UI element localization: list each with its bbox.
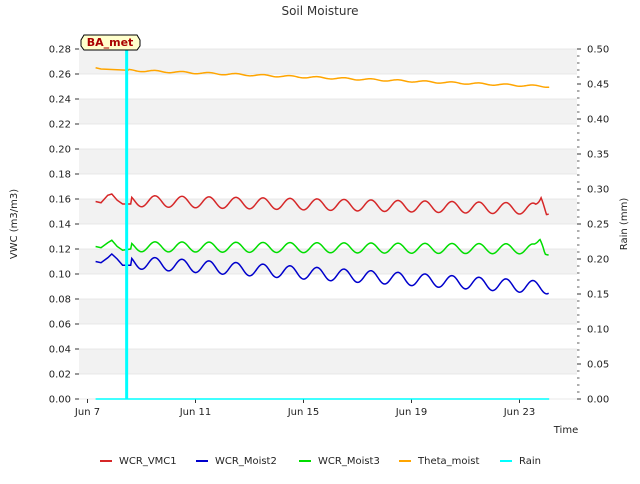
x-tick-label: Jun 23 <box>503 407 536 418</box>
y-tick-label: 0.12 <box>49 245 71 256</box>
plot-background-bands <box>79 48 577 400</box>
y-tick-label: 0.08 <box>49 295 71 306</box>
y2-tick-label: 0.50 <box>587 45 609 56</box>
legend-label: WCR_Moist3 <box>318 456 380 467</box>
x-tick-label: Jun 11 <box>179 407 212 418</box>
y-tick-label: 0.06 <box>49 320 71 331</box>
y2-tick-label: 0.10 <box>587 325 609 336</box>
plot-band <box>79 149 577 174</box>
legend-label: Rain <box>519 456 541 467</box>
plot-band <box>79 99 577 124</box>
y2-axis-label: Rain (mm) <box>619 198 630 251</box>
y2-tick-label: 0.25 <box>587 220 609 231</box>
y2-tick-label: 0.45 <box>587 80 609 91</box>
y-tick-label: 0.20 <box>49 145 71 156</box>
y-tick-label: 0.10 <box>49 270 71 281</box>
y2-axis-ticks: 0.00 0.05 0.10 0.15 0.20 0.25 0.30 0.35 0.40 0.45… <box>577 45 609 406</box>
legend-label: Theta_moist <box>417 456 479 467</box>
annotation-label: BA_met <box>87 36 134 49</box>
y-tick-label: 0.02 <box>49 370 71 381</box>
series-line-wcr-moist2 <box>95 252 549 295</box>
y2-tick-label: 0.40 <box>587 115 609 126</box>
y2-tick-label: 0.00 <box>587 395 609 406</box>
y-tick-label: 0.00 <box>49 395 71 406</box>
y-axis-label: VWC (m3/m3) <box>9 189 20 259</box>
y-tick-label: 0.16 <box>49 195 71 206</box>
x-tick-label: Jun 15 <box>287 407 320 418</box>
y-tick-label: 0.14 <box>49 220 71 231</box>
series-line-theta-moist <box>95 67 550 89</box>
legend-label: WCR_VMC1 <box>119 456 177 467</box>
x-axis-ticks: Jun 7 Jun 11 Jun 15 Jun 19 Jun 23 <box>74 399 535 418</box>
plot-band <box>79 49 577 74</box>
x-axis-label: Time <box>553 425 578 436</box>
y-tick-label: 0.26 <box>49 70 71 81</box>
series-layer <box>95 49 550 400</box>
annotation-box: BA_met <box>80 34 141 51</box>
y-axis-ticks: 0.00 0.02 0.04 0.06 0.08 0.10 0.12 0.14 0.16 0.18… <box>49 45 79 406</box>
y-tick-label: 0.18 <box>49 170 71 181</box>
y-tick-label: 0.04 <box>49 345 71 356</box>
y2-tick-label: 0.15 <box>587 290 609 301</box>
y-tick-label: 0.28 <box>49 45 71 56</box>
x-tick-label: Jun 19 <box>395 407 428 418</box>
chart-title: Soil Moisture <box>281 4 358 18</box>
y2-tick-label: 0.05 <box>587 360 609 371</box>
legend-label: WCR_Moist2 <box>215 456 277 467</box>
x-tick-label: Jun 7 <box>74 407 100 418</box>
y2-tick-label: 0.30 <box>587 185 609 196</box>
y-tick-label: 0.22 <box>49 120 71 131</box>
legend: WCR_VMC1 WCR_Moist2 WCR_Moist3 Theta_moist R… <box>100 456 541 467</box>
plot-band <box>79 349 577 374</box>
plot-band <box>79 299 577 324</box>
y2-tick-label: 0.35 <box>587 150 609 161</box>
series-line-wcr-moist3 <box>95 238 549 256</box>
series-line-wcr-vmc1 <box>95 193 549 216</box>
y-tick-label: 0.24 <box>49 95 71 106</box>
plot-band <box>79 199 577 224</box>
y2-tick-label: 0.20 <box>587 255 609 266</box>
